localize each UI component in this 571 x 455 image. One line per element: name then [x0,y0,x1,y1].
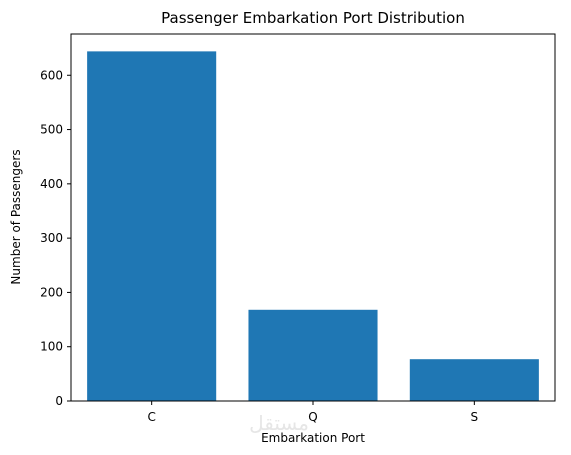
y-tick-label: 500 [40,123,63,137]
x-tick-label: C [147,410,155,424]
y-tick-label: 400 [40,177,63,191]
bars-layer [87,51,539,402]
y-tick-label: 0 [55,394,63,408]
x-tick-label: S [471,410,479,424]
y-tick-label: 600 [40,68,63,82]
y-tick-label: 300 [40,231,63,245]
y-tick-label: 100 [40,340,63,354]
bar-c [87,51,217,402]
watermark-text: مستقل [249,411,309,435]
x-tick-label: Q [308,410,317,424]
x-axis-label: Embarkation Port [261,431,365,445]
ticks-layer: C Q S 0 100 200 300 400 500 600 [40,68,478,424]
bar-q [248,309,378,401]
y-axis-label: Number of Passengers [9,149,23,284]
bar-s [409,359,539,401]
chart-title: Passenger Embarkation Port Distribution [161,9,465,27]
y-tick-label: 200 [40,285,63,299]
